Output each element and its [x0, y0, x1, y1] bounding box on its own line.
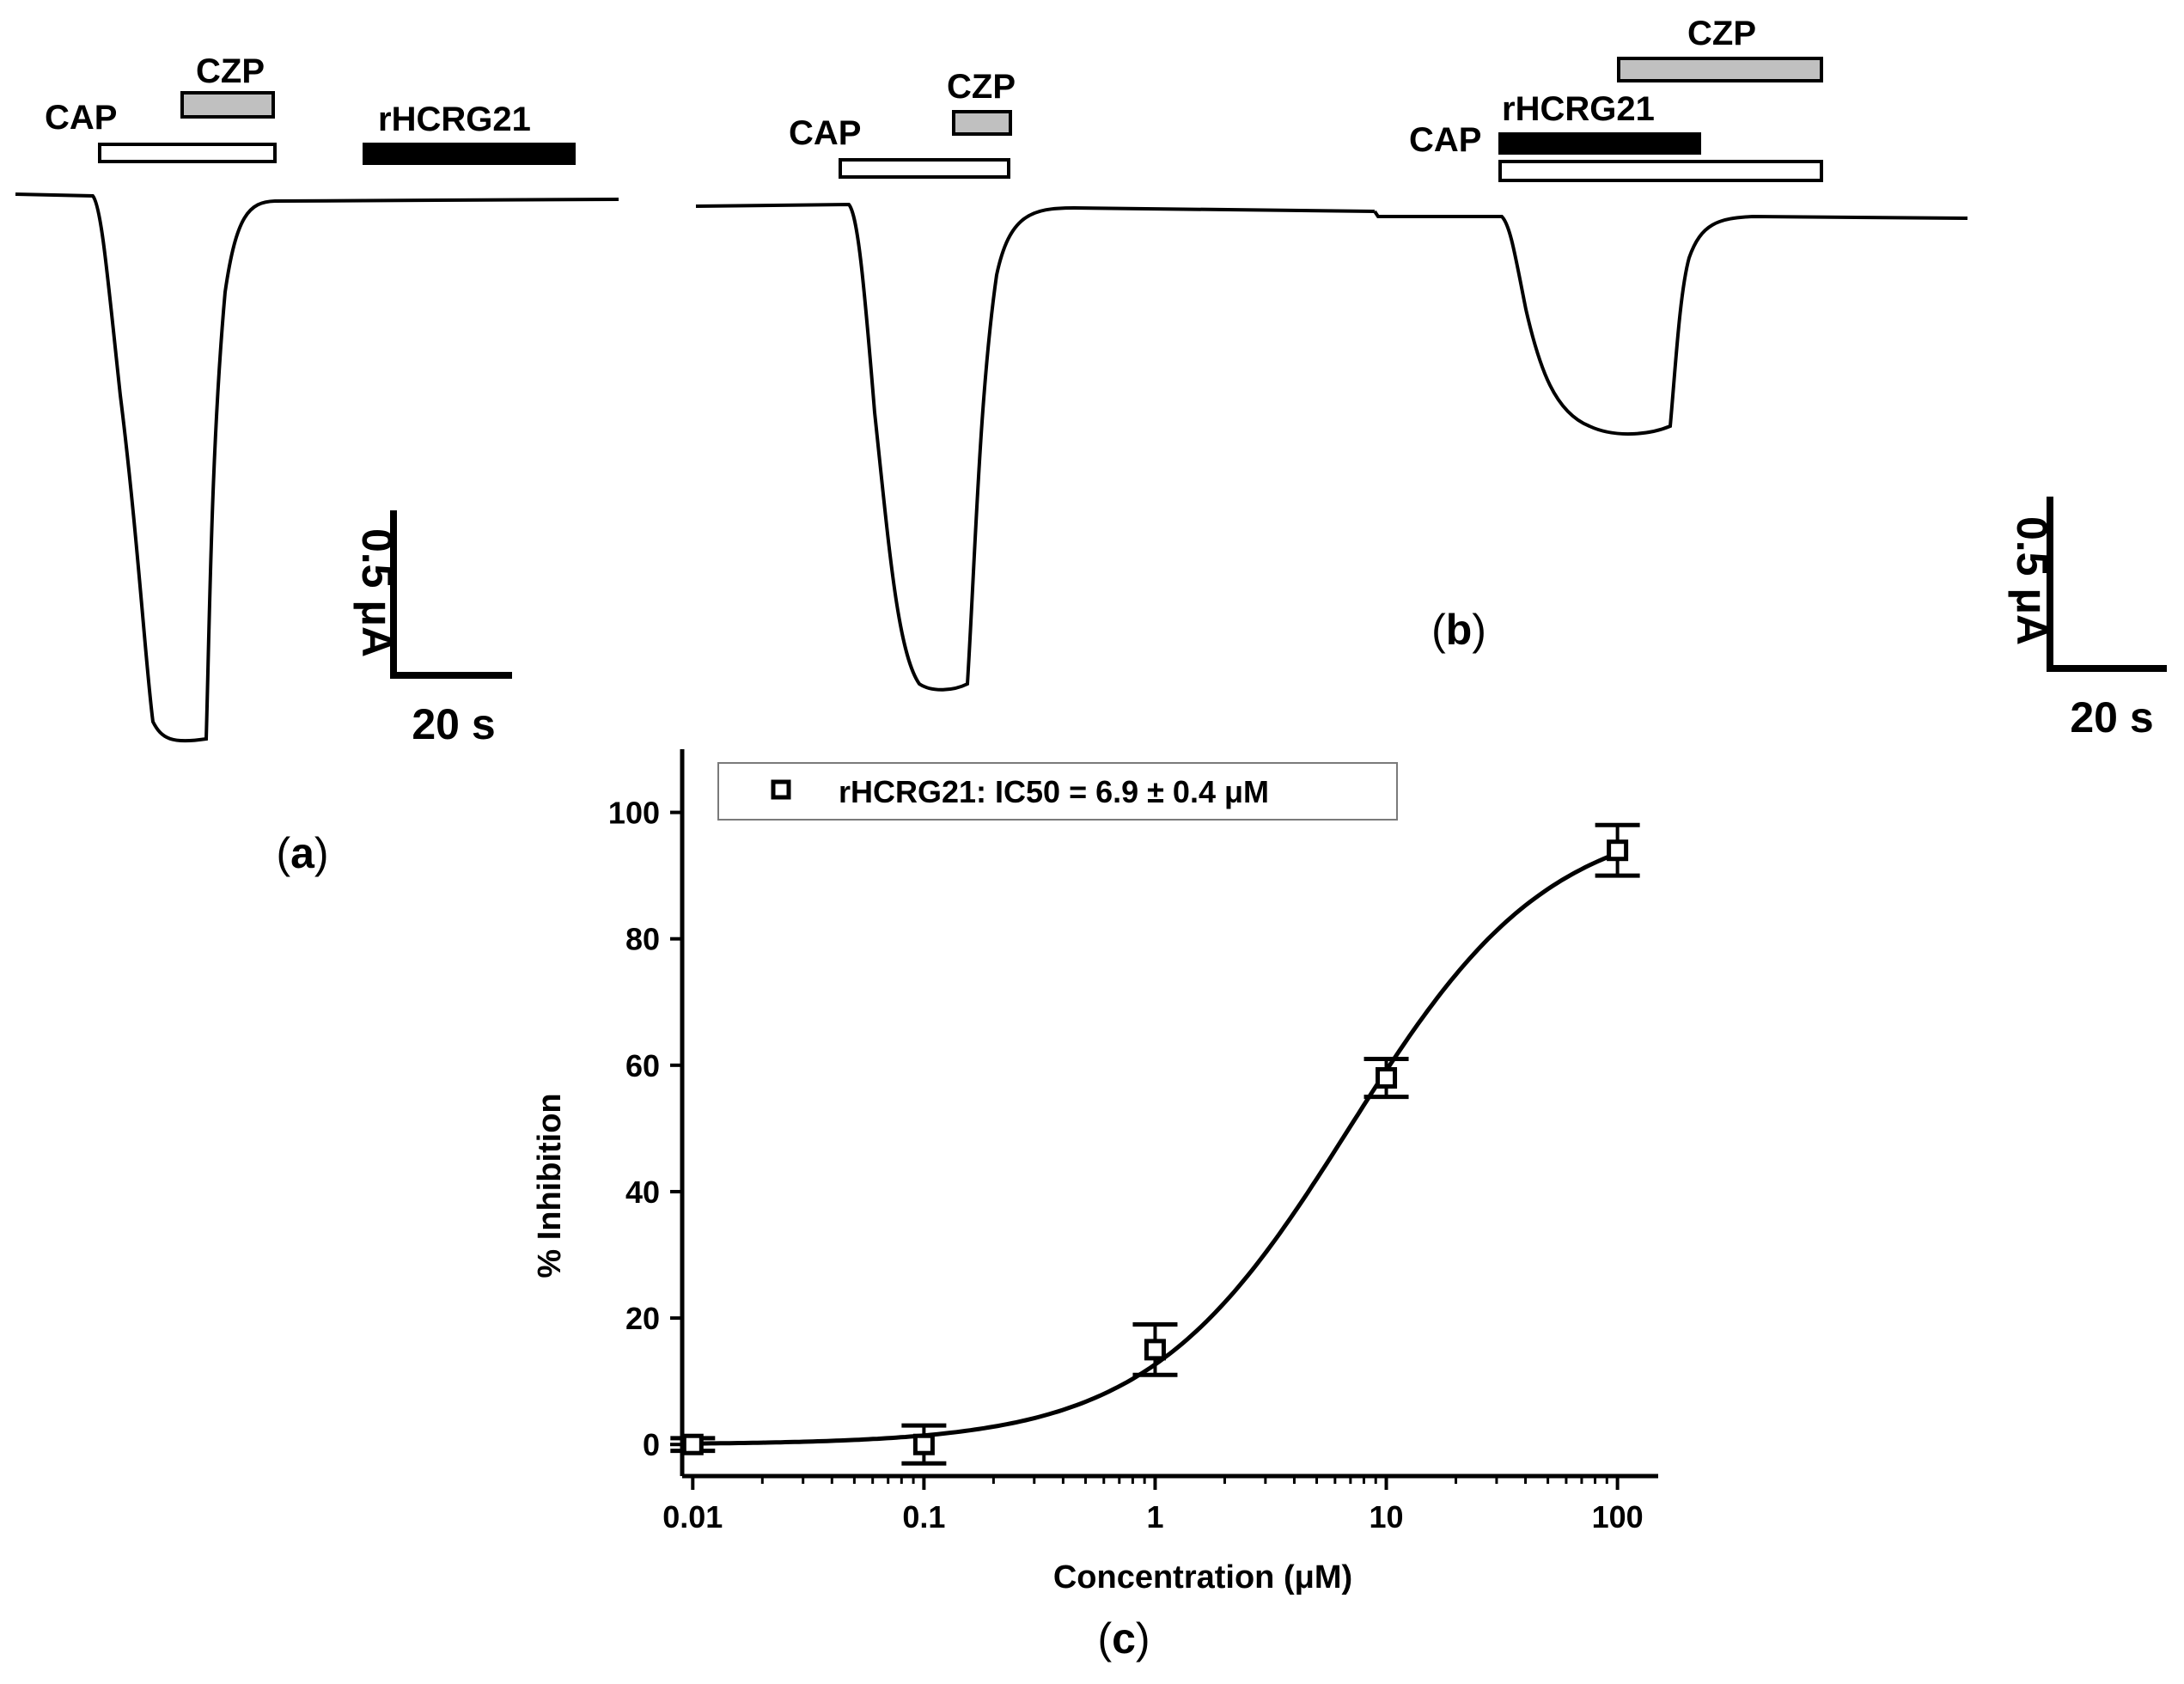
czp-bar-a — [180, 91, 275, 119]
scalebar-current-label-b: 0.5 μA — [2008, 516, 2056, 645]
current-trace-b1 — [695, 202, 1376, 692]
panel-a: CAP CZP rHCRG21 0.5 μA 20 s (a) — [15, 52, 619, 877]
data-point-marker — [912, 1433, 935, 1455]
y-tick-label: 60 — [625, 1048, 660, 1083]
data-point-marker — [1376, 1067, 1398, 1089]
chart-x-axis-label: Concentration (μM) — [1053, 1559, 1352, 1596]
legend-marker — [771, 779, 791, 800]
chart-axes — [680, 749, 1658, 1479]
x-tick-label: 0.01 — [662, 1499, 723, 1535]
scalebar-time-label-b: 20 s — [2070, 693, 2153, 741]
data-point-marker — [681, 1433, 704, 1455]
scalebar-a: 0.5 μA 20 s — [353, 510, 512, 748]
y-tick-label: 40 — [625, 1175, 660, 1210]
panel-c-chart: 0 20 40 60 80 100 0.01 0.1 1 10 100 rHCRG21: IC50 … — [532, 749, 1658, 1663]
current-trace-b2 — [1373, 210, 1968, 436]
legend-label: rHCRG21: IC50 = 6.9 ± 0.4 μM — [839, 774, 1269, 809]
toxin-label-b2: rHCRG21 — [1502, 90, 1655, 128]
cap-bar-b1 — [839, 158, 1010, 179]
y-tick-label: 0 — [643, 1427, 660, 1462]
panel-b-caption: (b) — [1431, 606, 1486, 654]
x-tick-label: 0.1 — [902, 1499, 945, 1535]
panel-b-control: CAP CZP — [695, 68, 1376, 692]
current-trace-a — [15, 192, 619, 743]
scalebar-time-label-a: 20 s — [412, 700, 495, 748]
panel-c-caption: (c) — [1097, 1614, 1150, 1663]
scalebar-b: 0.5 μA 20 s — [2008, 497, 2167, 741]
toxin-bar-a — [363, 143, 576, 165]
czp-bar-b2 — [1617, 57, 1823, 82]
chart-y-axis-label: % Inhibition — [532, 1093, 568, 1278]
czp-label-b1: CZP — [947, 68, 1016, 106]
czp-label-b2: CZP — [1687, 15, 1756, 52]
cap-bar-a — [98, 143, 277, 163]
cap-label-a: CAP — [45, 99, 117, 137]
toxin-label-a: rHCRG21 — [378, 101, 531, 138]
chart-legend: rHCRG21: IC50 = 6.9 ± 0.4 μM — [717, 762, 1398, 821]
panel-b-toxin: CZP rHCRG21 CAP 0.5 μA 20 s (b) — [1373, 15, 2167, 741]
chart-points — [670, 822, 1640, 1466]
czp-label-a: CZP — [196, 52, 265, 90]
y-tick-label: 20 — [625, 1301, 660, 1336]
cap-bar-b2 — [1498, 160, 1823, 182]
data-point-marker — [1144, 1339, 1166, 1361]
legend-box — [717, 762, 1398, 821]
panel-a-caption: (a) — [276, 829, 328, 877]
x-tick-label: 10 — [1370, 1499, 1404, 1535]
y-tick-label: 100 — [608, 796, 660, 831]
scalebar-current-label-a: 0.5 μA — [353, 528, 401, 657]
cap-label-b2: CAP — [1409, 121, 1481, 159]
czp-bar-b1 — [952, 110, 1012, 136]
x-tick-label: 100 — [1592, 1499, 1644, 1535]
data-point-marker — [1607, 839, 1629, 862]
chart-ticks: 0 20 40 60 80 100 0.01 0.1 1 10 100 — [608, 796, 1644, 1535]
x-tick-label: 1 — [1146, 1499, 1163, 1535]
toxin-bar-b2 — [1498, 132, 1701, 155]
cap-label-b1: CAP — [789, 114, 861, 152]
y-tick-label: 80 — [625, 922, 660, 957]
